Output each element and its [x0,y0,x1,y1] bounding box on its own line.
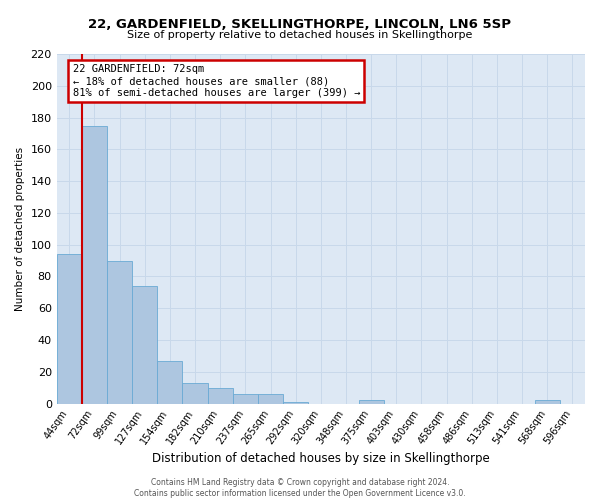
Bar [283,402,308,404]
Y-axis label: Number of detached properties: Number of detached properties [15,146,25,311]
Bar [535,400,560,404]
Bar [258,394,283,404]
Bar [56,254,82,404]
Bar [182,383,208,404]
Bar [132,286,157,404]
Bar [359,400,384,404]
X-axis label: Distribution of detached houses by size in Skellingthorpe: Distribution of detached houses by size … [152,452,490,465]
Text: 22, GARDENFIELD, SKELLINGTHORPE, LINCOLN, LN6 5SP: 22, GARDENFIELD, SKELLINGTHORPE, LINCOLN… [89,18,511,30]
Text: Contains HM Land Registry data © Crown copyright and database right 2024.
Contai: Contains HM Land Registry data © Crown c… [134,478,466,498]
Bar [157,360,182,404]
Text: 22 GARDENFIELD: 72sqm
← 18% of detached houses are smaller (88)
81% of semi-deta: 22 GARDENFIELD: 72sqm ← 18% of detached … [73,64,360,98]
Bar [208,388,233,404]
Bar [82,126,107,404]
Bar [233,394,258,404]
Text: Size of property relative to detached houses in Skellingthorpe: Size of property relative to detached ho… [127,30,473,40]
Bar [107,260,132,404]
